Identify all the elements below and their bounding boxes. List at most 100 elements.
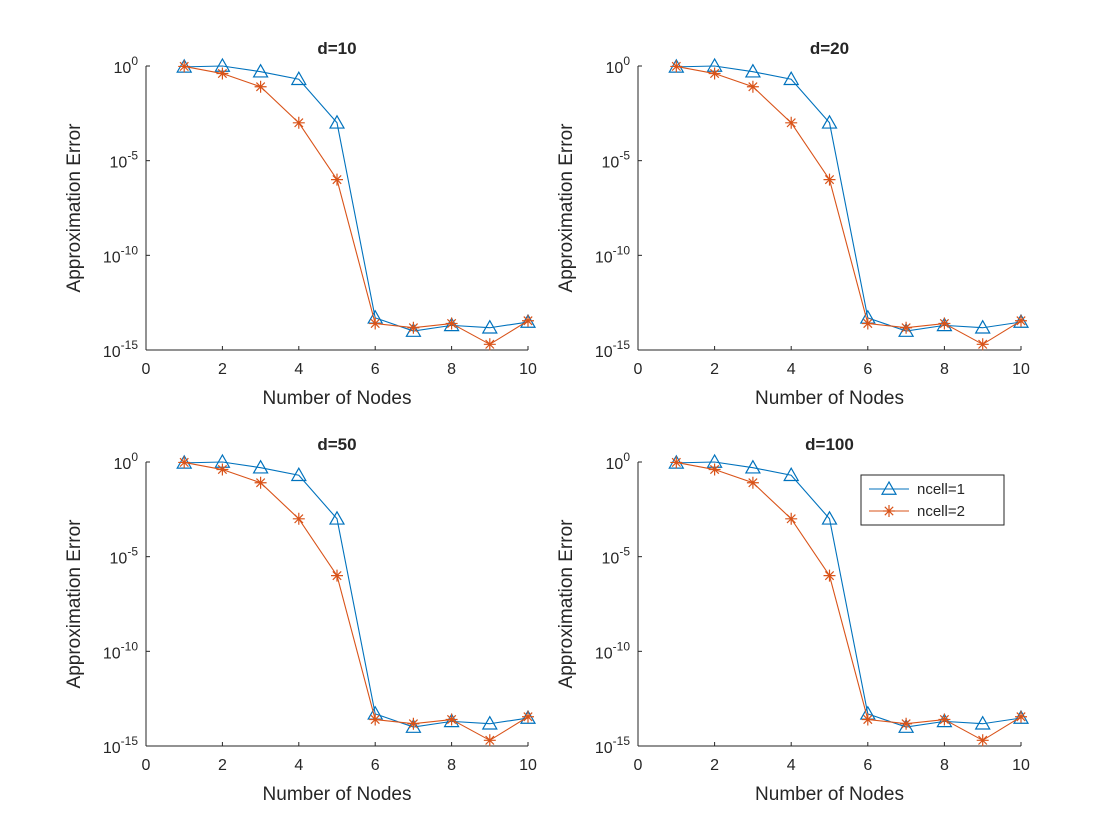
data-point-asterisk (746, 80, 759, 93)
data-point-asterisk (823, 569, 836, 582)
data-point-asterisk (292, 512, 305, 525)
x-axis-label: Number of Nodes (263, 388, 412, 409)
data-point-triangle (783, 467, 800, 482)
data-point-triangle (821, 114, 838, 129)
subplot-d=10: 0 2 4 6 8 10 100 10-5 10-10 10-15 d=10 Number of No… (64, 39, 537, 409)
x-tick-label: 10 (1012, 757, 1030, 774)
y-tick-label: 10-10 (103, 243, 138, 266)
series-line-ncell=1 (676, 461, 1022, 728)
y-tick-label: 10-15 (595, 734, 630, 757)
data-point-asterisk (861, 713, 874, 726)
data-point-asterisk (900, 321, 913, 334)
data-point-asterisk (861, 317, 874, 330)
subplot-d=100: 0 2 4 6 8 10 100 10-5 10-10 10-15 d=100 Number of N… (556, 435, 1030, 805)
x-tick-label: 0 (142, 361, 151, 378)
series-line-ncell=2 (676, 461, 1022, 741)
data-point-asterisk (369, 713, 382, 726)
subplot-d=50: 0 2 4 6 8 10 100 10-5 10-10 10-15 d=50 Number of No… (64, 435, 537, 805)
subplot-title: d=100 (805, 435, 854, 454)
legend-entry-label: ncell=2 (917, 503, 965, 520)
y-tick-label: 10-15 (103, 338, 138, 361)
data-point-triangle (974, 715, 991, 730)
x-tick-label: 4 (294, 757, 303, 774)
x-tick-label: 8 (940, 361, 949, 378)
data-point-triangle (744, 459, 761, 474)
x-tick-label: 10 (519, 361, 537, 378)
series-line-ncell=1 (676, 65, 1022, 332)
y-axis-label: Approximation Error (64, 519, 85, 689)
y-tick-label: 10-5 (110, 149, 139, 172)
data-point-asterisk (216, 463, 229, 476)
x-axis-label: Number of Nodes (755, 388, 904, 409)
data-point-triangle (821, 510, 838, 525)
data-point-triangle (936, 713, 953, 728)
y-axis-label: Approximation Error (556, 519, 577, 689)
data-point-triangle (290, 467, 307, 482)
data-point-asterisk (976, 734, 989, 747)
x-tick-label: 8 (940, 757, 949, 774)
y-tick-label: 100 (114, 54, 139, 77)
data-point-asterisk (331, 173, 343, 186)
data-point-triangle (898, 322, 915, 337)
x-tick-label: 8 (447, 361, 456, 378)
data-point-asterisk (708, 67, 721, 80)
x-tick-label: 2 (218, 361, 227, 378)
x-tick-label: 10 (1012, 361, 1030, 378)
data-point-triangle (898, 718, 915, 733)
data-point-triangle (744, 63, 761, 78)
data-point-triangle (252, 459, 269, 474)
x-tick-label: 2 (710, 757, 719, 774)
data-point-asterisk (746, 476, 759, 489)
data-point-triangle (405, 322, 422, 337)
data-point-asterisk (670, 456, 683, 469)
data-point-triangle (290, 71, 307, 86)
subplot-title: d=20 (810, 39, 849, 58)
x-tick-label: 0 (634, 361, 643, 378)
x-tick-label: 8 (447, 757, 456, 774)
y-tick-label: 100 (606, 54, 631, 77)
data-point-asterisk (938, 317, 951, 330)
data-point-triangle (328, 510, 346, 525)
data-point-asterisk (483, 338, 496, 351)
data-point-asterisk (331, 569, 343, 582)
data-point-asterisk (938, 713, 951, 726)
data-point-asterisk (407, 321, 420, 334)
legend-box (860, 474, 1005, 526)
data-point-asterisk (178, 60, 191, 73)
x-tick-label: 2 (218, 757, 227, 774)
x-axis-label: Number of Nodes (263, 784, 412, 805)
data-point-asterisk (292, 116, 305, 129)
data-point-asterisk (708, 463, 721, 476)
y-tick-label: 100 (114, 450, 139, 473)
data-point-triangle (974, 319, 991, 334)
subplot-title: d=50 (317, 435, 356, 454)
x-tick-label: 0 (142, 757, 151, 774)
data-point-asterisk (670, 60, 683, 73)
y-tick-label: 100 (606, 450, 631, 473)
legend-asterisk-marker (883, 505, 895, 517)
y-tick-label: 10-10 (595, 639, 630, 662)
data-point-triangle (481, 319, 498, 334)
x-tick-label: 0 (634, 757, 643, 774)
subplot-title: d=10 (317, 39, 356, 58)
series-line-ncell=1 (184, 461, 529, 728)
data-point-triangle (443, 713, 460, 728)
data-point-asterisk (407, 717, 420, 730)
legend: ncell=1 ncell=2 (860, 474, 1005, 526)
series-line-ncell=2 (676, 65, 1022, 345)
y-tick-label: 10-10 (103, 639, 138, 662)
y-tick-label: 10-5 (602, 149, 631, 172)
data-point-asterisk (1015, 710, 1027, 723)
x-tick-label: 2 (710, 361, 719, 378)
data-point-asterisk (976, 338, 989, 351)
data-point-asterisk (900, 717, 913, 730)
series-line-ncell=2 (184, 65, 529, 345)
x-tick-label: 6 (863, 757, 872, 774)
data-point-asterisk (178, 456, 191, 469)
x-tick-label: 6 (371, 361, 380, 378)
data-point-asterisk (1015, 314, 1027, 327)
data-point-asterisk (445, 713, 458, 726)
data-point-triangle (783, 71, 800, 86)
series-line-ncell=1 (184, 65, 529, 332)
data-point-asterisk (522, 314, 534, 327)
